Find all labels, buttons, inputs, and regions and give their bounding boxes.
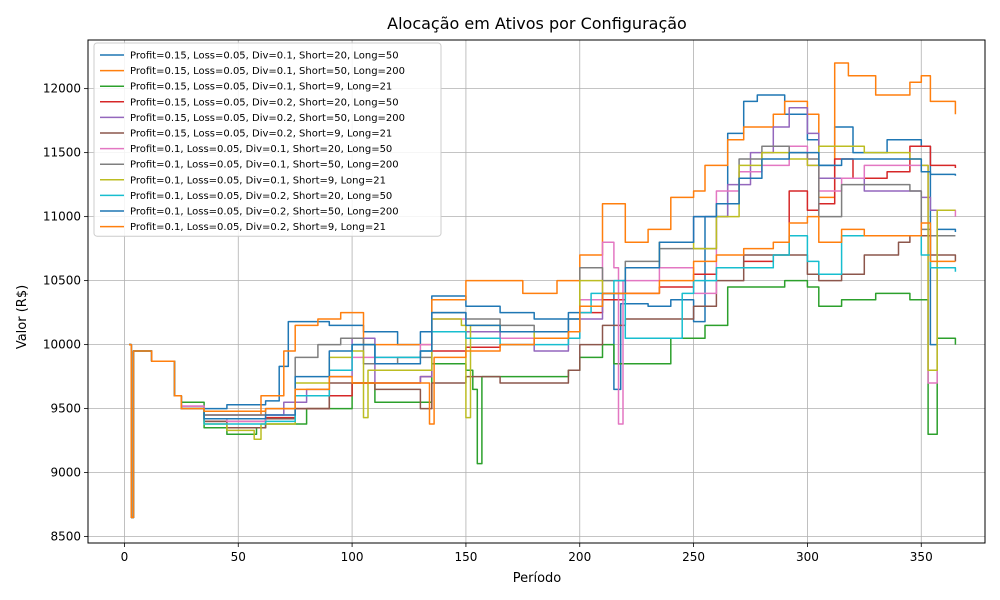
legend-label-12: Profit=0.1, Loss=0.05, Div=0.2, Short=9,… xyxy=(130,222,386,233)
x-tick-label: 150 xyxy=(454,550,477,564)
y-tick-label: 10000 xyxy=(43,338,81,352)
y-tick-label: 10500 xyxy=(43,274,81,288)
plot-frame xyxy=(87,39,986,544)
legend-label-1: Profit=0.15, Loss=0.05, Div=0.1, Short=2… xyxy=(130,51,399,62)
x-tick-label: 250 xyxy=(682,550,705,564)
legend-label-2: Profit=0.15, Loss=0.05, Div=0.1, Short=5… xyxy=(130,66,405,77)
y-tick-label: 11000 xyxy=(43,210,81,224)
y-tick-label: 11500 xyxy=(43,146,81,160)
legend-label-10: Profit=0.1, Loss=0.05, Div=0.2, Short=20… xyxy=(130,191,392,202)
legend-label-6: Profit=0.15, Loss=0.05, Div=0.2, Short=9… xyxy=(130,129,392,140)
legend: Profit=0.15, Loss=0.05, Div=0.1, Short=2… xyxy=(93,42,442,237)
x-tick-label: 100 xyxy=(341,550,364,564)
y-axis-title: Valor (R$) xyxy=(15,285,30,349)
x-axis-title: Período xyxy=(513,571,562,586)
legend-label-9: Profit=0.1, Loss=0.05, Div=0.1, Short=9,… xyxy=(130,175,386,186)
chart-title: Alocação em Ativos por Configuração xyxy=(387,14,687,33)
y-tick-label: 12000 xyxy=(43,82,81,96)
x-tick-label: 350 xyxy=(910,550,933,564)
y-tick-label: 8500 xyxy=(50,530,81,544)
legend-box xyxy=(93,42,442,237)
legend-label-3: Profit=0.15, Loss=0.05, Div=0.1, Short=9… xyxy=(130,82,392,93)
series-line-12 xyxy=(129,215,956,519)
x-tick-label: 0 xyxy=(121,550,129,564)
legend-label-8: Profit=0.1, Loss=0.05, Div=0.1, Short=50… xyxy=(130,160,399,171)
series-layer xyxy=(129,62,957,519)
y-tick-label: 9000 xyxy=(50,466,81,480)
legend-label-11: Profit=0.1, Loss=0.05, Div=0.2, Short=50… xyxy=(130,207,399,218)
y-tick-label: 9500 xyxy=(50,402,81,416)
legend-label-5: Profit=0.15, Loss=0.05, Div=0.2, Short=5… xyxy=(130,113,405,124)
tick-layer: 0 50 100 150 200 250 300 350 8500 9000 9500 10000 10… xyxy=(43,82,933,564)
x-tick-label: 200 xyxy=(568,550,591,564)
legend-label-7: Profit=0.1, Loss=0.05, Div=0.1, Short=20… xyxy=(130,144,392,155)
legend-label-4: Profit=0.15, Loss=0.05, Div=0.2, Short=2… xyxy=(130,97,399,108)
x-tick-label: 300 xyxy=(796,550,819,564)
x-tick-label: 50 xyxy=(231,550,246,564)
series-line-3 xyxy=(129,279,957,519)
